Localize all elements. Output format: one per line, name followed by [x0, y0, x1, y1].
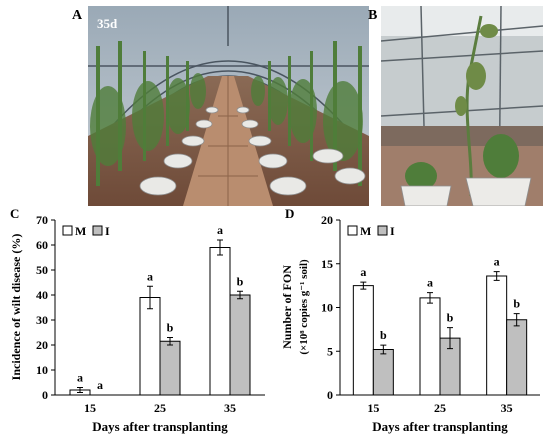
significance-letter: b [447, 311, 454, 325]
legend-swatch-m [347, 225, 358, 236]
chart-panel-label: D [285, 206, 294, 221]
legend-label-m: M [75, 224, 86, 238]
x-axis-label: Days after transplanting [372, 419, 508, 434]
y-tick-label: 20 [36, 338, 48, 352]
significance-letter: a [360, 265, 366, 279]
bar-m [419, 297, 441, 396]
significance-letter: b [237, 274, 244, 288]
bar-m [486, 275, 508, 396]
wilted-plant-photo-illustration [381, 6, 543, 206]
y-tick-label: 10 [36, 363, 48, 377]
bar-i [372, 349, 394, 396]
photo-day-overlay: 35d [97, 16, 118, 31]
y-tick-label: 40 [36, 288, 48, 302]
y-tick-label: 0 [327, 388, 333, 402]
y-axis-label-line1: Number of FON [280, 265, 294, 349]
y-tick-label: 50 [36, 263, 48, 277]
significance-letter: a [147, 269, 153, 283]
significance-letter: a [217, 223, 223, 237]
y-tick-label: 30 [36, 313, 48, 327]
bar-i [159, 340, 181, 396]
significance-letter: b [167, 321, 174, 335]
y-tick-label: 0 [42, 388, 48, 402]
y-tick-label: 70 [36, 213, 48, 227]
photo-greenhouse: 35d [88, 6, 369, 206]
x-tick-label: 25 [154, 401, 166, 415]
chart-d-fon-number: D 0 5 10 15 20 15 a b 25 a b 35 a b M I Days after trans… [280, 206, 540, 434]
significance-letter: b [380, 328, 387, 342]
significance-letter: a [77, 371, 83, 385]
y-axis-label: Incidence of wilt disease (%) [9, 234, 23, 381]
x-tick-label: 35 [224, 401, 236, 415]
legend-swatch-m [62, 225, 73, 236]
bar-m [139, 297, 161, 396]
y-tick-label: 60 [36, 238, 48, 252]
bar-i [229, 294, 251, 396]
y-tick-label: 15 [321, 257, 333, 271]
x-tick-label: 25 [434, 401, 446, 415]
bar-i [506, 319, 528, 396]
x-tick-label: 35 [501, 401, 513, 415]
significance-letter: a [97, 378, 103, 392]
y-axis-label-line2: (×10⁸ copies g⁻¹ soil) [298, 259, 310, 355]
significance-letter: a [427, 276, 433, 290]
y-tick-label: 20 [321, 213, 333, 227]
bar-m [209, 247, 231, 396]
x-axis-label: Days after transplanting [92, 419, 228, 434]
panel-label-a: A [72, 8, 83, 23]
significance-letter: a [494, 255, 500, 269]
legend-label-m: M [360, 224, 371, 238]
x-tick-label: 15 [84, 401, 96, 415]
legend-swatch-i [92, 225, 103, 236]
significance-letter: b [513, 297, 520, 311]
chart-panel-label: C [10, 206, 19, 221]
y-tick-label: 5 [327, 344, 333, 358]
chart-plot-area: 0 5 10 15 20 15 a b 25 a b 35 a b M I Days after transpl… [280, 213, 540, 434]
photo-wilted-plant [381, 6, 543, 206]
legend-label-i: I [390, 224, 395, 238]
legend-swatch-i [377, 225, 388, 236]
greenhouse-photo-illustration [88, 6, 369, 206]
legend-label-i: I [105, 224, 110, 238]
panel-label-b: B [368, 8, 378, 23]
bar-m [352, 285, 374, 396]
y-tick-label: 10 [321, 301, 333, 315]
x-tick-label: 15 [367, 401, 379, 415]
